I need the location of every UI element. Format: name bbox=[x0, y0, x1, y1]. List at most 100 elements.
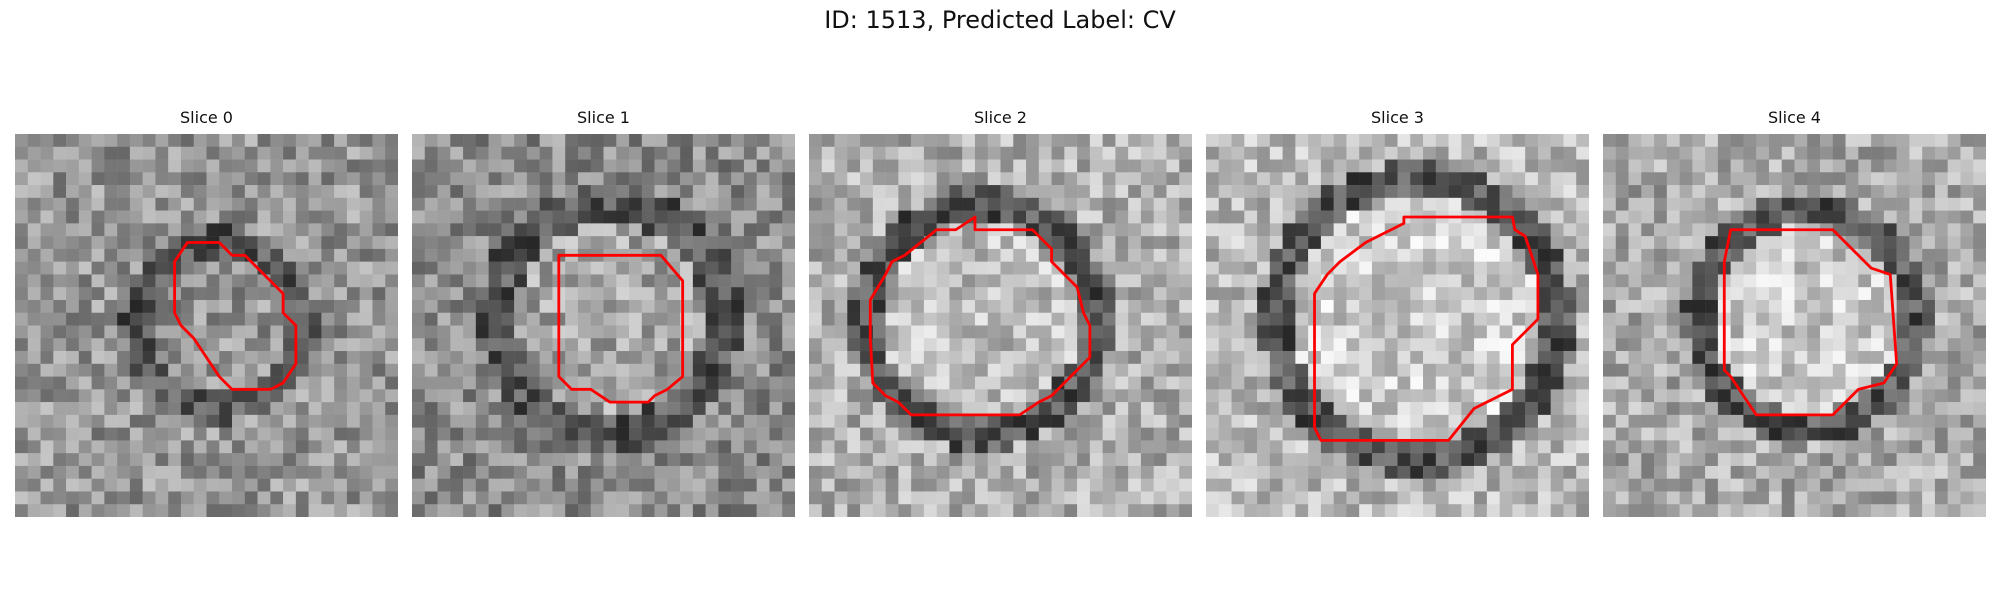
pixel bbox=[539, 185, 553, 199]
pixel bbox=[1102, 236, 1116, 250]
pixel bbox=[974, 491, 988, 505]
pixel bbox=[1166, 210, 1180, 224]
pixel bbox=[1960, 491, 1974, 505]
pixel bbox=[629, 185, 643, 199]
pixel bbox=[1320, 159, 1334, 173]
pixel bbox=[834, 159, 848, 173]
pixel bbox=[1474, 504, 1488, 517]
pixel bbox=[1641, 389, 1655, 403]
pixel bbox=[475, 389, 489, 403]
pixel bbox=[603, 134, 617, 148]
pixel bbox=[1231, 223, 1245, 237]
pixel bbox=[821, 312, 835, 326]
pixel bbox=[1206, 210, 1220, 224]
pixel bbox=[104, 376, 118, 390]
pixel bbox=[232, 427, 246, 441]
pixel bbox=[1435, 389, 1449, 403]
pixel bbox=[244, 351, 258, 365]
pixel bbox=[782, 427, 795, 441]
pixel bbox=[641, 376, 655, 390]
pixel bbox=[321, 478, 335, 492]
pixel bbox=[962, 274, 976, 288]
pixel bbox=[769, 465, 783, 479]
pixel bbox=[1166, 363, 1180, 377]
pixel bbox=[91, 376, 105, 390]
membrane-contour-2 bbox=[868, 215, 1092, 417]
pixel bbox=[1973, 338, 1986, 352]
pixel bbox=[1000, 465, 1014, 479]
pixel bbox=[1089, 491, 1103, 505]
pixel bbox=[1423, 325, 1437, 339]
pixel bbox=[936, 159, 950, 173]
pixel bbox=[539, 376, 553, 390]
pixel bbox=[1140, 134, 1154, 148]
pixel bbox=[974, 389, 988, 403]
pixel bbox=[488, 299, 502, 313]
pixel bbox=[898, 210, 912, 224]
pixel bbox=[475, 440, 489, 454]
pixel bbox=[1423, 274, 1437, 288]
pixel bbox=[1231, 274, 1245, 288]
pixel bbox=[1166, 440, 1180, 454]
pixel bbox=[526, 261, 540, 275]
pixel bbox=[424, 402, 438, 416]
pixel bbox=[206, 453, 220, 467]
pixel bbox=[616, 453, 630, 467]
pixel bbox=[1461, 159, 1475, 173]
pixel bbox=[911, 504, 925, 517]
pixel bbox=[1576, 210, 1589, 224]
pixel bbox=[15, 465, 29, 479]
pixel bbox=[295, 414, 309, 428]
pixel bbox=[577, 146, 591, 160]
pixel bbox=[27, 210, 41, 224]
pixel bbox=[1679, 248, 1693, 262]
pixel bbox=[1448, 248, 1462, 262]
pixel bbox=[1346, 248, 1360, 262]
pixel bbox=[1615, 325, 1629, 339]
pixel bbox=[232, 274, 246, 288]
pixel bbox=[27, 146, 41, 160]
pixel bbox=[1883, 248, 1897, 262]
pixel bbox=[962, 299, 976, 313]
pixel bbox=[1922, 376, 1936, 390]
pixel bbox=[1909, 376, 1923, 390]
pixel bbox=[180, 159, 194, 173]
pixel bbox=[334, 261, 348, 275]
pixel bbox=[475, 427, 489, 441]
pixel bbox=[1832, 325, 1846, 339]
pixel bbox=[180, 402, 194, 416]
pixel bbox=[1654, 402, 1668, 416]
pixel bbox=[1781, 440, 1795, 454]
pixel bbox=[1115, 414, 1129, 428]
pixel bbox=[1153, 299, 1167, 313]
pixel bbox=[1140, 376, 1154, 390]
pixel bbox=[1448, 261, 1462, 275]
pixel bbox=[193, 248, 207, 262]
pixel bbox=[1692, 402, 1706, 416]
pixel bbox=[782, 261, 795, 275]
pixel bbox=[295, 146, 309, 160]
pixel bbox=[1423, 414, 1437, 428]
pixel bbox=[295, 402, 309, 416]
pixel bbox=[1269, 351, 1283, 365]
pixel bbox=[1666, 478, 1680, 492]
pixel bbox=[412, 261, 426, 275]
pixel bbox=[1973, 312, 1986, 326]
pixel bbox=[616, 261, 630, 275]
pixel bbox=[1512, 159, 1526, 173]
pixel bbox=[91, 402, 105, 416]
pixel bbox=[1641, 504, 1655, 517]
pixel bbox=[1603, 287, 1617, 301]
pixel bbox=[1756, 287, 1770, 301]
pixel bbox=[1563, 504, 1577, 517]
pixel bbox=[321, 261, 335, 275]
pixel bbox=[1026, 312, 1040, 326]
pixel bbox=[463, 261, 477, 275]
pixel bbox=[1051, 223, 1065, 237]
pixel bbox=[949, 159, 963, 173]
pixel bbox=[1257, 414, 1271, 428]
pixel bbox=[923, 491, 937, 505]
pixel bbox=[949, 465, 963, 479]
pixel bbox=[1257, 363, 1271, 377]
pixel bbox=[1858, 185, 1872, 199]
